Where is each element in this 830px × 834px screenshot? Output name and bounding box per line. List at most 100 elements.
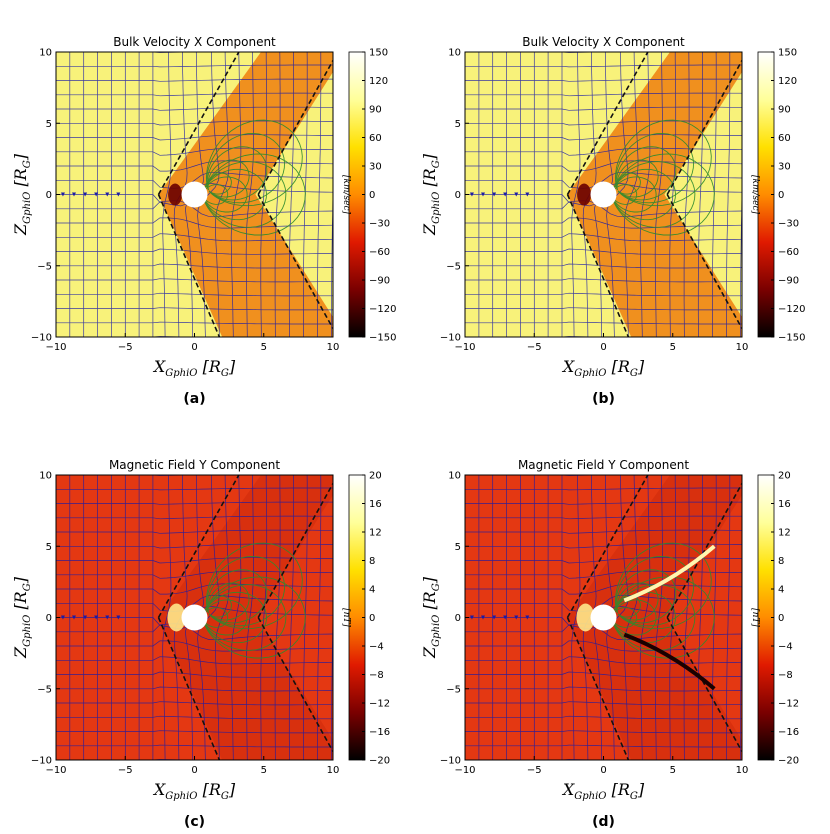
flow-line xyxy=(202,584,287,651)
arrow-marker xyxy=(514,192,519,197)
arrow-marker xyxy=(94,615,99,620)
flow-line xyxy=(611,599,657,636)
field-line xyxy=(465,501,742,505)
colorbar-tick-label: −30 xyxy=(778,219,799,230)
field-line xyxy=(654,52,663,337)
colorbar-tick-label: −120 xyxy=(369,304,396,315)
field-line xyxy=(56,557,333,564)
boundary-line xyxy=(257,617,333,752)
colorbar-tick-label: −4 xyxy=(369,642,384,653)
field-line xyxy=(56,671,333,678)
boundary-line xyxy=(157,194,221,337)
boundary-line xyxy=(566,194,630,337)
field-line xyxy=(606,475,629,760)
flow-line xyxy=(205,119,303,207)
field-line xyxy=(624,475,639,760)
x-tick-label: 0 xyxy=(600,342,606,353)
y-axis-label: ZGphiO [RG] xyxy=(11,576,33,659)
arrow-marker xyxy=(72,192,77,197)
x-tick-label: 0 xyxy=(191,765,197,776)
field-line xyxy=(56,543,333,549)
field-enhancement xyxy=(576,603,595,632)
y-tick-label: 5 xyxy=(455,119,461,130)
x-tick-label: −5 xyxy=(527,342,542,353)
y-tick-label: 10 xyxy=(448,48,461,59)
colorbar-label: [km/sec] xyxy=(750,175,760,215)
colorbar-tick-label: −20 xyxy=(369,756,390,767)
chart-panel-b: Bulk Velocity X Component −10 −5 0 5 10 10 5 0 −5… xyxy=(420,35,805,407)
boundary-line xyxy=(666,194,742,329)
field-line xyxy=(288,52,294,337)
field-line xyxy=(274,52,281,337)
boundary-line xyxy=(666,60,742,195)
field-line xyxy=(56,686,333,692)
field-line xyxy=(465,233,742,242)
y-tick-label: 10 xyxy=(39,48,52,59)
colorbar-tick-label: 60 xyxy=(778,133,791,144)
y-tick-label: −5 xyxy=(37,261,52,272)
flow-line xyxy=(206,146,268,201)
arrow-marker xyxy=(481,192,486,197)
x-tick-label: −10 xyxy=(454,342,475,353)
field-line xyxy=(683,52,690,337)
field-line xyxy=(654,475,663,760)
colorbar-tick-label: 12 xyxy=(369,528,382,539)
x-tick-label: 5 xyxy=(670,765,676,776)
flow-enhancement xyxy=(168,183,183,206)
arrow-marker xyxy=(492,192,497,197)
field-line xyxy=(465,529,742,534)
field-line xyxy=(317,475,322,760)
field-line xyxy=(197,52,220,337)
chart-title: Magnetic Field Y Component xyxy=(518,458,689,472)
colorbar-tick-label: 0 xyxy=(778,613,784,624)
arrow-marker xyxy=(503,192,508,197)
colorbar-tick-label: 60 xyxy=(369,133,382,144)
y-axis-label: ZGphiO [RG] xyxy=(420,576,442,659)
colorbar-label: [km/sec] xyxy=(341,175,351,215)
field-line xyxy=(465,200,742,218)
colorbar-tick-label: 90 xyxy=(778,105,791,116)
x-tick-label: 10 xyxy=(736,765,749,776)
arrow-marker xyxy=(83,192,88,197)
flow-line xyxy=(615,555,694,627)
field-line xyxy=(740,176,742,337)
colorbar-tick-label: 20 xyxy=(778,471,791,482)
field-line xyxy=(56,120,333,126)
field-line xyxy=(465,64,742,68)
colorbar-tick-label: 90 xyxy=(369,105,382,116)
y-tick-label: −10 xyxy=(440,333,461,344)
field-line xyxy=(740,599,742,760)
y-tick-label: 0 xyxy=(455,190,461,201)
field-line xyxy=(215,475,230,760)
magnetopause-boundary xyxy=(157,475,333,760)
colorbar-tick-label: 30 xyxy=(778,162,791,173)
y-axis-label: ZGphiO [RG] xyxy=(420,153,442,236)
x-tick-label: −10 xyxy=(45,765,66,776)
arrow-marker xyxy=(525,192,530,197)
field-line xyxy=(697,475,703,760)
field-line xyxy=(683,475,690,760)
arrow-marker xyxy=(105,615,110,620)
field-lines xyxy=(56,475,333,760)
colorbar-tick-label: 12 xyxy=(778,528,791,539)
colorbar-tick-label: −90 xyxy=(778,276,799,287)
flow-line xyxy=(616,159,659,198)
field-line xyxy=(465,120,742,126)
field-line xyxy=(465,171,742,189)
flow-line xyxy=(202,591,267,644)
panel-label: (a) xyxy=(183,391,205,407)
flow-line xyxy=(615,569,677,624)
field-line xyxy=(465,594,742,612)
flow-line xyxy=(206,569,268,624)
boundary-line xyxy=(566,475,649,618)
field-line xyxy=(56,730,333,734)
x-tick-label: 5 xyxy=(670,342,676,353)
arrow-marker xyxy=(492,615,497,620)
chart-title: Bulk Velocity X Component xyxy=(522,35,685,49)
field-line xyxy=(465,248,742,255)
colorbar-tick-label: 16 xyxy=(778,499,791,510)
colorbar-tick-label: 4 xyxy=(778,585,784,596)
field-line xyxy=(465,715,742,720)
arrow-marker xyxy=(116,192,121,197)
